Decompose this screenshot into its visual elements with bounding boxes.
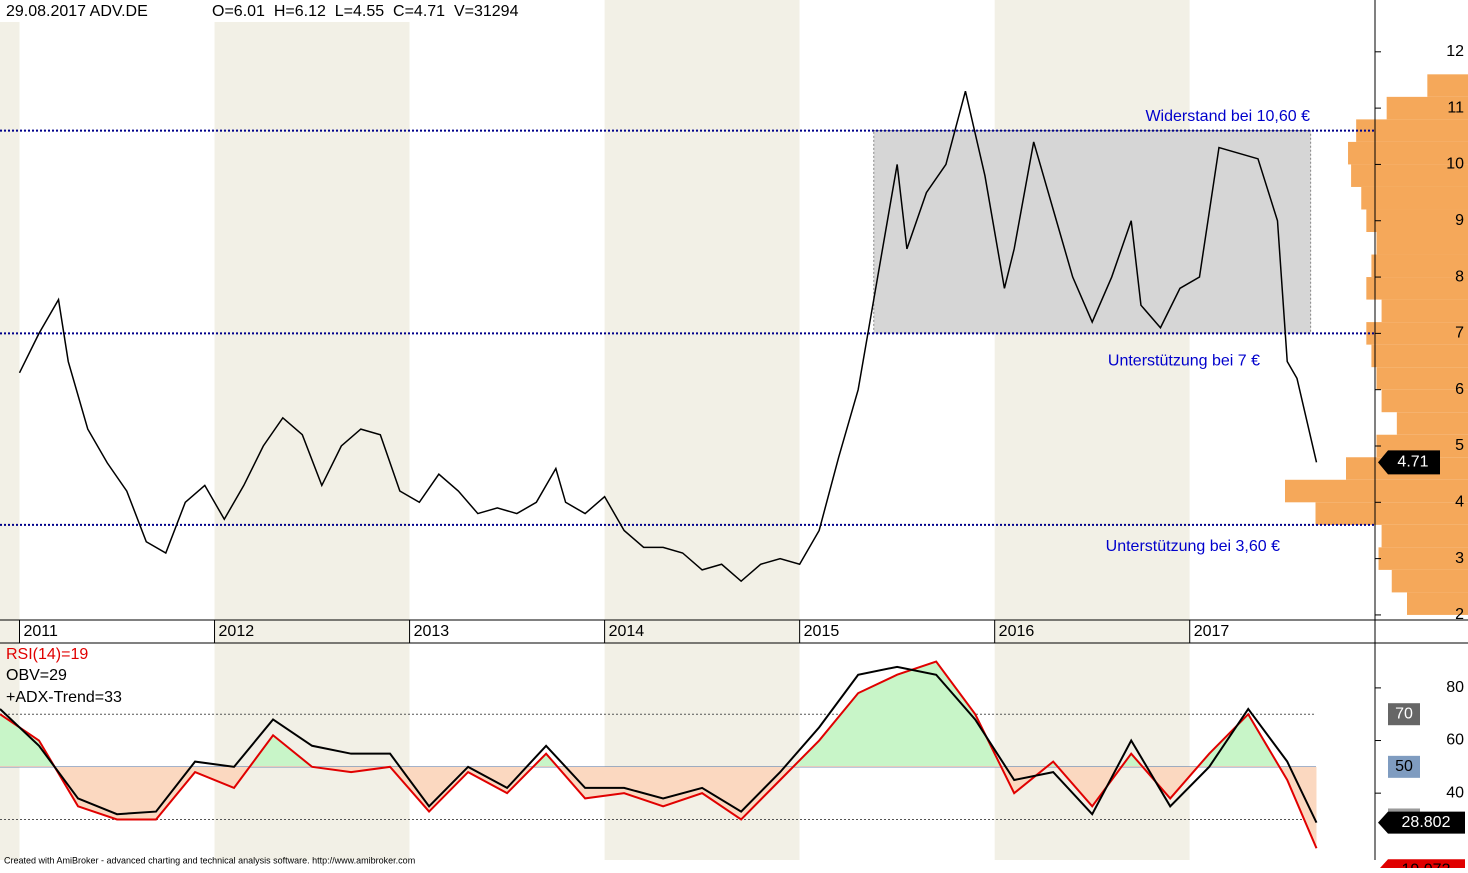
x-tick-label: 2017 — [1194, 623, 1230, 640]
annotation: Unterstützung bei 7 € — [1108, 353, 1260, 370]
volume-profile-bar — [1361, 187, 1468, 210]
volume-profile-bar — [1371, 255, 1468, 278]
volume-profile-bar — [1371, 345, 1468, 368]
x-tick-label: 2015 — [804, 623, 840, 640]
y-tick-label: 3 — [1455, 550, 1464, 567]
annotation: Unterstützung bei 3,60 € — [1106, 538, 1280, 555]
chart-title: 29.08.2017 ADV.DE — [6, 3, 148, 20]
x-tick-label: 2011 — [24, 623, 59, 640]
y-tick-label: 12 — [1446, 43, 1464, 60]
range-box — [874, 131, 1311, 334]
volume-profile-bar — [1427, 74, 1468, 97]
legend-entry: +ADX-Trend=33 — [6, 689, 122, 706]
x-tick-label: 2016 — [999, 623, 1035, 640]
volume-profile-bar — [1392, 570, 1468, 593]
y-tick-label: 9 — [1455, 212, 1464, 229]
x-tick-label: 2014 — [609, 623, 645, 640]
reference-label: 50 — [1395, 758, 1413, 775]
year-band — [20, 0, 215, 860]
year-band — [1190, 0, 1375, 860]
y-tick-label: 60 — [1446, 732, 1464, 749]
reference-label: 70 — [1395, 705, 1413, 722]
y-tick-label: 40 — [1446, 784, 1464, 801]
y-tick-label: 7 — [1455, 325, 1464, 342]
y-tick-label: 2 — [1455, 606, 1464, 623]
volume-profile-bar — [1397, 412, 1468, 435]
legend-entry: OBV=29 — [6, 667, 67, 684]
annotation: Widerstand bei 10,60 € — [1145, 108, 1310, 125]
year-band — [995, 0, 1190, 860]
footer: Created with AmiBroker - advanced charti… — [4, 855, 415, 865]
volume-profile-bar — [1377, 232, 1468, 255]
volume-profile-bar — [1366, 322, 1468, 345]
x-tick-label: 2012 — [219, 623, 255, 640]
background — [0, 0, 1375, 860]
y-tick-label: 4 — [1455, 494, 1464, 511]
price-tag-label: 4.71 — [1397, 454, 1428, 471]
y-tick-label: 5 — [1455, 437, 1464, 454]
legend-entry: RSI(14)=19 — [6, 646, 88, 663]
year-band — [215, 0, 410, 860]
y-tick-label: 6 — [1455, 381, 1464, 398]
x-tick-label: 2013 — [414, 623, 450, 640]
y-tick-label: 8 — [1455, 268, 1464, 285]
year-band — [605, 0, 800, 860]
year-band — [410, 0, 605, 860]
volume-profile-bar — [1366, 277, 1468, 300]
volume-profile-bar — [1366, 209, 1468, 232]
volume-profile-bar — [1316, 502, 1468, 525]
y-tick-label: 80 — [1446, 679, 1464, 696]
y-tick-label: 10 — [1446, 156, 1464, 173]
volume-profile-bar — [1285, 480, 1468, 503]
volume-profile-bar — [1382, 525, 1468, 548]
ohlc-info: O=6.01 H=6.12 L=4.55 C=4.71 V=31294 — [212, 3, 519, 20]
volume-profile-bar — [1382, 300, 1468, 323]
y-tick-label: 11 — [1447, 99, 1464, 116]
value-tag-label: 28.802 — [1402, 814, 1451, 831]
value-tag-label: 19.073 — [1402, 861, 1451, 868]
